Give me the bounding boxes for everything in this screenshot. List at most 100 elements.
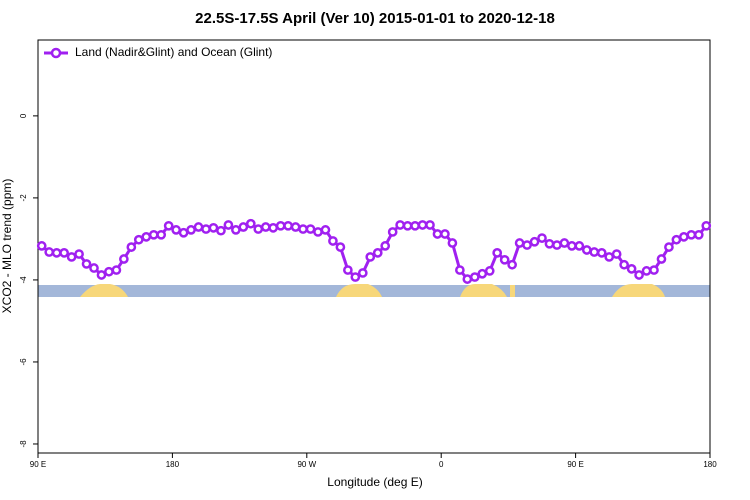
point	[686, 229, 697, 240]
point	[163, 220, 174, 231]
y-tick-label: -8	[19, 440, 28, 448]
land-ocean-strip	[38, 284, 710, 297]
point	[492, 248, 503, 258]
point	[350, 272, 361, 282]
chart-title: 22.5S-17.5S April (Ver 10) 2015-01-01 to…	[195, 10, 555, 27]
y-tick-label: -6	[19, 358, 28, 366]
point	[260, 222, 271, 232]
point	[238, 222, 249, 232]
point	[567, 241, 577, 251]
point	[537, 233, 547, 243]
point	[522, 240, 532, 250]
x-tick-label: 90 W	[297, 460, 316, 469]
plot-frame	[37, 39, 711, 454]
point	[171, 225, 181, 235]
point	[634, 270, 644, 280]
point	[275, 220, 286, 231]
point	[81, 259, 92, 269]
point	[268, 222, 279, 233]
point	[641, 266, 652, 276]
point	[66, 252, 77, 262]
point	[126, 242, 137, 252]
point	[447, 238, 458, 248]
point	[499, 254, 510, 265]
point	[656, 254, 667, 264]
point	[305, 224, 316, 234]
x-tick-label: 0	[439, 460, 444, 469]
point	[432, 229, 443, 239]
point	[178, 227, 189, 238]
point	[298, 224, 308, 234]
point	[425, 220, 435, 230]
point	[380, 241, 391, 251]
point	[387, 227, 398, 237]
point	[208, 222, 219, 233]
point	[253, 224, 264, 234]
point	[574, 241, 585, 251]
point	[619, 259, 629, 270]
point	[89, 263, 99, 273]
point	[701, 220, 712, 231]
point	[231, 225, 241, 235]
point	[343, 265, 353, 275]
point	[223, 220, 234, 230]
point	[36, 241, 47, 251]
point	[604, 252, 615, 262]
point	[410, 220, 420, 231]
point	[649, 265, 659, 275]
point	[74, 249, 84, 259]
x-tick-label: 180	[166, 460, 180, 469]
point	[51, 248, 62, 258]
point	[671, 234, 682, 245]
y-tick-label: 0	[19, 113, 28, 118]
y-tick-label: -2	[19, 194, 28, 202]
y-axis-label: XCO2 - MLO trend (ppm)	[0, 179, 14, 314]
point	[365, 252, 376, 262]
point	[611, 249, 622, 259]
legend-marker	[50, 47, 62, 59]
point	[245, 218, 256, 229]
point	[328, 236, 338, 246]
point	[290, 222, 301, 232]
point	[581, 245, 592, 255]
point	[462, 274, 473, 284]
point	[544, 238, 555, 249]
point	[477, 268, 488, 279]
point	[664, 242, 674, 252]
point	[357, 268, 368, 278]
legend-label: Land (Nadir&Glint) and Ocean (Glint)	[75, 45, 272, 59]
point	[59, 248, 69, 258]
point	[104, 266, 114, 277]
point	[469, 272, 480, 282]
point	[141, 232, 152, 242]
point	[372, 248, 383, 258]
y-tick-label: -4	[19, 276, 28, 284]
point	[514, 238, 525, 248]
point	[529, 236, 540, 247]
point	[216, 225, 226, 236]
point	[193, 222, 204, 232]
x-axis-label: Longitude (deg E)	[327, 475, 422, 489]
x-tick-label: 90 E	[30, 460, 46, 469]
point	[133, 234, 144, 245]
point	[313, 227, 323, 237]
point	[626, 264, 637, 274]
point	[559, 238, 570, 248]
point	[455, 265, 465, 275]
point	[417, 220, 428, 230]
point	[148, 229, 159, 240]
point	[552, 240, 562, 250]
point	[111, 265, 122, 275]
point	[440, 229, 450, 239]
point	[484, 266, 495, 276]
point	[596, 248, 607, 258]
point	[156, 229, 167, 240]
x-tick-label: 180	[703, 460, 717, 469]
point	[395, 220, 405, 230]
point	[693, 229, 704, 240]
point	[589, 247, 600, 257]
x-tick-label: 90 E	[567, 460, 583, 469]
point	[96, 270, 107, 280]
point	[283, 220, 293, 231]
